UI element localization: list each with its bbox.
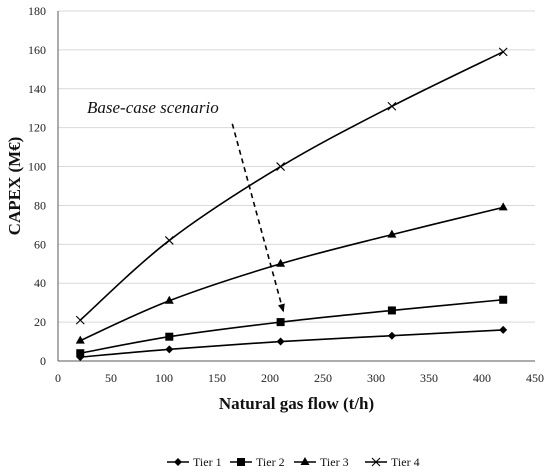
y-tick-label: 100 <box>28 160 46 174</box>
x-tick-label: 250 <box>314 371 332 385</box>
annotation-text: Base-case scenario <box>87 98 219 117</box>
y-tick-label: 0 <box>40 354 46 368</box>
legend: Tier 1 Tier 2 Tier 3 Tier 4 <box>167 455 420 469</box>
legend-marker <box>371 457 381 467</box>
x-tick-label: 350 <box>420 371 438 385</box>
legend-marker <box>237 458 245 466</box>
data-point <box>499 325 508 334</box>
x-axis-title: Natural gas flow (t/h) <box>219 394 374 413</box>
series-line <box>79 51 504 321</box>
y-tick-label: 60 <box>34 237 46 251</box>
x-tick-label: 200 <box>261 371 279 385</box>
y-tick-label: 20 <box>34 315 46 329</box>
x-tick-label: 0 <box>55 371 61 385</box>
x-tick-label: 450 <box>526 371 544 385</box>
x-tick-label: 300 <box>367 371 385 385</box>
y-tick-label: 180 <box>28 4 46 18</box>
tick-labels: 0 20 40 60 80 100 120 140 160 180 0 50 100 150 200 250 3… <box>28 4 544 385</box>
legend-marker <box>300 457 310 465</box>
y-tick-label: 160 <box>28 43 46 57</box>
data-point <box>75 315 85 325</box>
legend-item-tier-3: Tier 3 <box>294 455 349 469</box>
data-point <box>387 331 396 340</box>
x-tick-label: 50 <box>105 371 117 385</box>
series-tier-3 <box>75 202 508 344</box>
y-tick-label: 40 <box>34 276 46 290</box>
series-tier-4 <box>75 47 508 325</box>
gridlines <box>58 10 535 323</box>
annotation: Base-case scenario <box>87 98 285 313</box>
data-point <box>387 306 396 315</box>
data-point <box>165 345 174 354</box>
x-tick-label: 100 <box>155 371 173 385</box>
data-point <box>75 335 85 344</box>
data-point <box>276 162 285 171</box>
x-tick-label: 150 <box>208 371 226 385</box>
series-line <box>80 329 504 358</box>
series-tier-2 <box>76 295 508 358</box>
legend-label: Tier 4 <box>391 455 420 469</box>
data-point <box>276 337 285 346</box>
axes <box>57 11 535 362</box>
data-point <box>498 202 508 211</box>
data-point <box>164 236 174 245</box>
legend-marker <box>174 458 182 466</box>
data-point <box>499 295 508 304</box>
legend-label: Tier 2 <box>256 455 285 469</box>
annotation-arrow <box>231 123 285 313</box>
legend-label: Tier 1 <box>193 455 222 469</box>
series-line <box>80 298 504 355</box>
data-point <box>164 295 174 304</box>
legend-item-tier-4: Tier 4 <box>365 455 420 469</box>
series-tier-1 <box>76 325 508 362</box>
arrowhead <box>278 303 285 313</box>
y-tick-label: 80 <box>34 198 46 212</box>
data-point <box>276 318 285 327</box>
data-point <box>387 229 397 238</box>
data-point <box>76 349 85 358</box>
data-point <box>387 101 397 111</box>
data-point <box>498 47 508 57</box>
x-tick-label: 400 <box>473 371 491 385</box>
data-point <box>165 332 174 341</box>
y-tick-label: 120 <box>28 121 46 135</box>
legend-item-tier-2: Tier 2 <box>230 455 285 469</box>
legend-item-tier-1: Tier 1 <box>167 455 222 469</box>
data-point <box>276 258 286 267</box>
legend-label: Tier 3 <box>320 455 349 469</box>
series-group <box>75 47 508 362</box>
y-axis-title: CAPEX (M€) <box>5 137 24 236</box>
y-tick-label: 140 <box>28 82 46 96</box>
